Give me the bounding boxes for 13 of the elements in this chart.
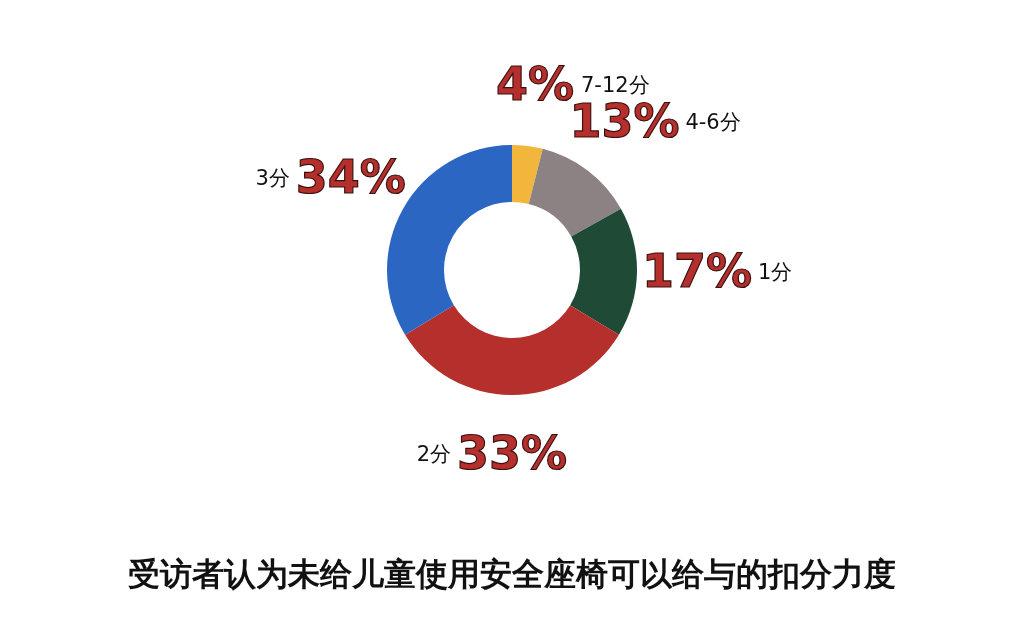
donut-slice bbox=[570, 208, 637, 335]
slice-label: 1分 bbox=[757, 259, 793, 284]
slice-label: 4-6分 bbox=[685, 110, 741, 135]
text: 受访者认为未给儿童使用安全座椅可以给与的扣分力度 bbox=[128, 555, 896, 593]
slice-label: 7-12分 bbox=[580, 73, 650, 98]
slice-label: 3分 bbox=[255, 166, 290, 191]
donut-slice bbox=[528, 148, 621, 237]
donut-slice bbox=[512, 145, 543, 205]
data-label: 17% bbox=[641, 243, 753, 298]
slice-label: 2分 bbox=[416, 442, 451, 466]
data-label: 33% bbox=[456, 426, 568, 480]
donut-slice bbox=[405, 305, 619, 395]
data-label: 34% bbox=[295, 150, 406, 205]
